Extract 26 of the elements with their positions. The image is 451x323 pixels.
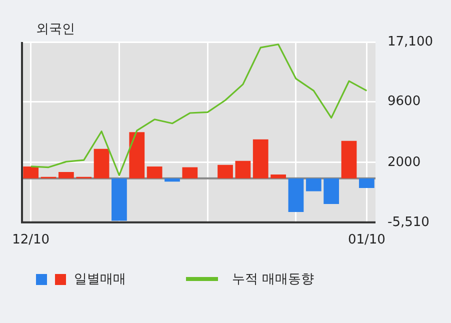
y-tick-label: 2000 (388, 154, 421, 170)
x-tick-label: 01/10 (348, 232, 386, 248)
y-tick-label: -5,510 (388, 214, 430, 230)
bar (235, 160, 251, 178)
bar (252, 139, 268, 178)
x-tick-label: 12/10 (12, 232, 50, 248)
bar (164, 178, 180, 182)
bar (94, 148, 110, 178)
bar (146, 166, 162, 178)
chart-title: 외국인 (36, 21, 75, 38)
legend-label: 일별매매 (74, 271, 126, 288)
y-tick-label: 9600 (388, 94, 421, 110)
bar (270, 174, 286, 178)
bar (182, 167, 198, 178)
bar (112, 178, 127, 221)
bar (218, 164, 233, 178)
legend-label: 누적 매매동향 (232, 271, 314, 288)
bar (341, 140, 357, 178)
y-tick-label: 17,100 (388, 34, 434, 50)
bar (306, 178, 322, 192)
bar (129, 132, 145, 178)
bar (324, 178, 340, 204)
bar (58, 172, 74, 178)
bar (288, 178, 304, 212)
bar (358, 178, 374, 188)
bar (23, 166, 39, 178)
